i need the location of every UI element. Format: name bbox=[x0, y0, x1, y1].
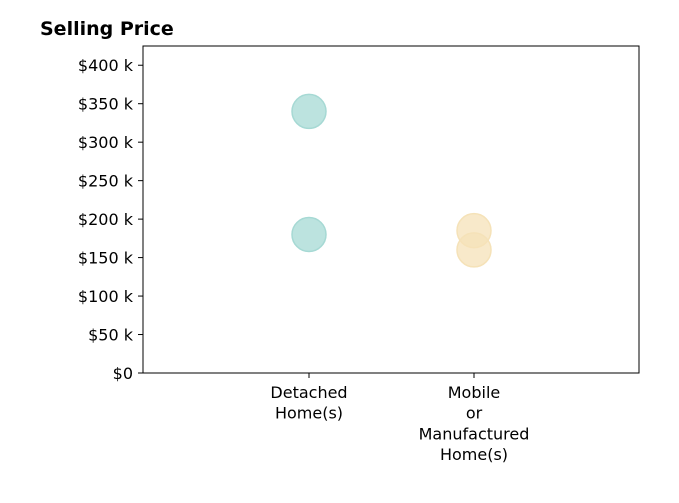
data-point bbox=[456, 232, 492, 268]
y-tick-label: $150 k bbox=[78, 249, 134, 268]
y-tick-label: $400 k bbox=[78, 56, 134, 75]
x-tick-label: Manufactured bbox=[419, 424, 530, 443]
x-tick-label: Mobile bbox=[448, 383, 500, 402]
y-tick-label: $350 k bbox=[78, 95, 134, 114]
chart-marks bbox=[291, 93, 492, 268]
x-tick-label: or bbox=[466, 404, 483, 423]
y-tick-label: $300 k bbox=[78, 133, 134, 152]
chart-title: Selling Price bbox=[40, 18, 174, 40]
plot-frame bbox=[142, 45, 640, 374]
y-tick-label: $200 k bbox=[78, 210, 134, 229]
x-tick-label: Home(s) bbox=[440, 445, 508, 464]
y-tick-label: $50 k bbox=[88, 326, 134, 345]
data-point bbox=[291, 216, 327, 253]
y-tick-label: $250 k bbox=[78, 172, 134, 191]
y-tick-label: $0 bbox=[113, 364, 133, 383]
data-point bbox=[291, 93, 327, 130]
y-axis: $0 $50 k $100 k $150 k $200 k $250 k $300 k $35… bbox=[78, 56, 143, 383]
x-tick-label: Detached bbox=[270, 383, 347, 402]
y-tick-label: $100 k bbox=[78, 287, 134, 306]
x-tick-label: Home(s) bbox=[275, 404, 343, 423]
